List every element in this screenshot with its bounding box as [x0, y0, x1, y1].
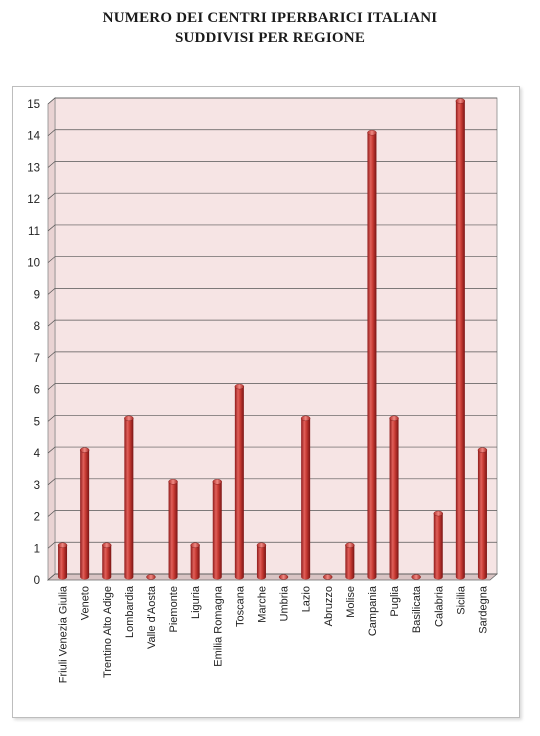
x-category-label: Campania [367, 585, 379, 636]
bar [234, 383, 245, 580]
x-category-label: Puglia [389, 585, 401, 616]
x-category-label: Marche [256, 586, 268, 623]
bar [168, 479, 178, 580]
bar [433, 510, 443, 580]
x-category-label: Abruzzo [323, 586, 335, 626]
x-category-label: Basilicata [411, 585, 423, 633]
gridline [47, 256, 497, 263]
bar [124, 415, 134, 580]
x-category-label: Emilia Romagna [212, 585, 224, 667]
gridline [47, 161, 497, 168]
plot-side-wall [47, 97, 56, 581]
gridline [47, 510, 497, 517]
bar [190, 542, 200, 580]
x-category-label: Lazio [301, 586, 313, 612]
gridline [47, 446, 497, 454]
y-tick-label: 7 [34, 353, 40, 365]
x-category-label: Molise [345, 586, 357, 618]
y-tick-label: 4 [34, 448, 41, 460]
gridline [47, 383, 497, 390]
x-category-label: Umbria [279, 585, 291, 621]
gridline [47, 288, 497, 295]
bar [345, 542, 355, 580]
x-category-label: Lombardia [124, 585, 136, 638]
bar [79, 447, 90, 580]
x-category-label: Sardegna [477, 585, 489, 634]
y-tick-label: 3 [34, 480, 40, 492]
y-tick-label: 9 [34, 289, 40, 301]
bar [212, 479, 222, 580]
y-tick-label: 10 [27, 258, 40, 270]
x-category-label: Liguria [190, 585, 202, 619]
gridline [47, 541, 497, 549]
plot-floor [46, 573, 499, 581]
y-tick-label: 2 [34, 512, 40, 524]
y-tick-label: 14 [27, 131, 40, 143]
gridline [47, 414, 497, 422]
x-category-label: Sicilia [455, 585, 467, 615]
bars [57, 98, 488, 580]
bar [389, 415, 399, 580]
gridline [47, 351, 497, 359]
y-tick-label: 15 [27, 99, 40, 111]
y-tick-label: 11 [28, 226, 40, 238]
bar [146, 574, 156, 580]
gridline [47, 224, 497, 232]
y-tick-label: 13 [27, 162, 40, 174]
bar [278, 574, 289, 580]
gridlines [47, 97, 497, 581]
chart-title-line-2: SUDDIVISI PER REGIONE [174, 30, 366, 46]
bar [367, 130, 377, 580]
x-axis-categories: Friuli Venezia Giulia Veneto Trentino Alto… [58, 585, 490, 683]
y-tick-label: 6 [34, 385, 40, 397]
x-category-label: Trentino Alto Adige [102, 586, 114, 678]
bar [57, 542, 68, 580]
chart-title-line-1: NUMERO DEI CENTRI IPERBARICI ITALIANI [102, 10, 438, 26]
plot-area [46, 97, 499, 581]
x-category-label: Piemonte [168, 586, 180, 632]
bar [477, 447, 488, 580]
x-category-label: Calabria [433, 585, 445, 627]
x-category-label: Toscana [234, 585, 246, 627]
y-tick-label: 5 [34, 416, 40, 428]
bar [300, 415, 311, 580]
bar [411, 574, 421, 580]
bar [323, 574, 333, 580]
gridline [47, 478, 497, 486]
x-category-label: Veneto [80, 586, 92, 620]
x-category-label: Valle d'Aosta [146, 585, 158, 649]
y-tick-label: 1 [34, 543, 40, 555]
gridline [47, 129, 497, 136]
gridline [47, 319, 497, 327]
bar [455, 98, 466, 580]
chart-title: NUMERO DEI CENTRI IPERBARICI ITALIANI SU… [0, 8, 540, 48]
bar [102, 542, 112, 580]
x-category-label: Friuli Venezia Giulia [58, 585, 70, 683]
y-tick-label: 12 [27, 194, 40, 206]
gridline [47, 192, 497, 200]
bar [256, 542, 267, 580]
gridline [47, 97, 497, 105]
y-tick-label: 0 [34, 575, 40, 587]
y-tick-label: 8 [34, 321, 40, 333]
plot-back-wall [54, 97, 498, 575]
